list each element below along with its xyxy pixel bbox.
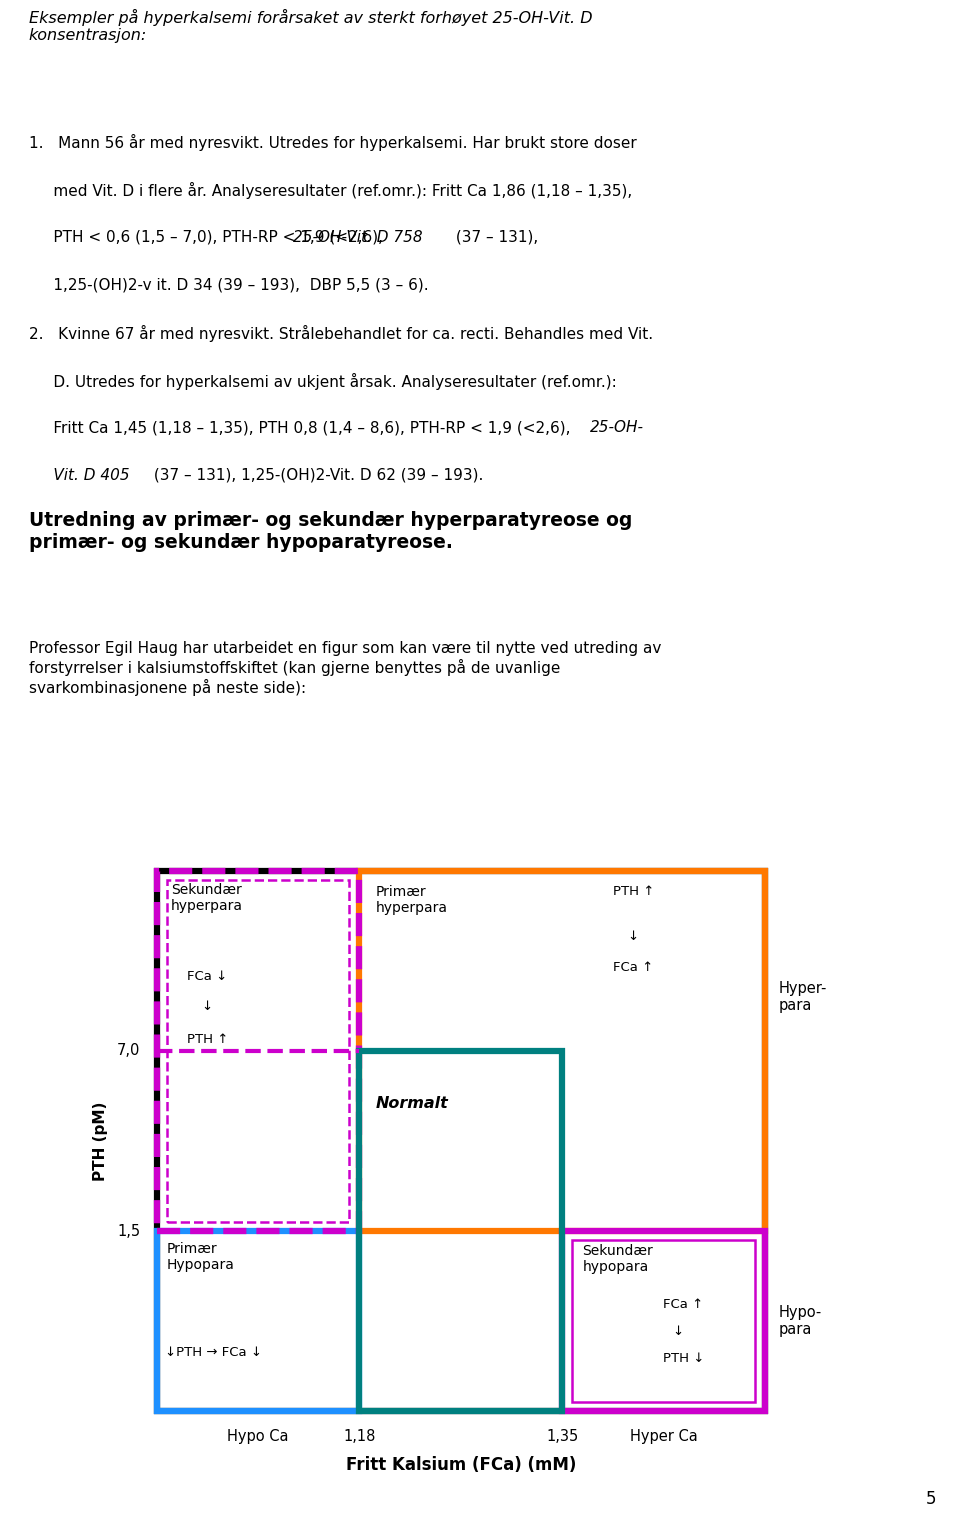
Text: Fritt Ca 1,45 (1,18 – 1,35), PTH 0,8 (1,4 – 8,6), PTH-RP < 1,9 (<2,6),: Fritt Ca 1,45 (1,18 – 1,35), PTH 0,8 (1,… <box>29 420 575 435</box>
Text: Hyper-
para: Hyper- para <box>779 980 828 1012</box>
Text: D. Utredes for hyperkalsemi av ukjent årsak. Analyseresultater (ref.omr.):: D. Utredes for hyperkalsemi av ukjent år… <box>29 372 616 389</box>
Text: PTH ↑: PTH ↑ <box>612 885 654 898</box>
Text: 1,18: 1,18 <box>344 1429 375 1444</box>
Text: 5: 5 <box>925 1490 936 1508</box>
Text: Vit. D 405: Vit. D 405 <box>29 468 130 483</box>
Text: 25-OH-Vit. D 758: 25-OH-Vit. D 758 <box>293 230 422 245</box>
Text: FCa ↑: FCa ↑ <box>663 1298 704 1310</box>
Text: 1,35: 1,35 <box>546 1429 578 1444</box>
Text: FCa ↑: FCa ↑ <box>612 961 653 974</box>
Text: 1,25-(OH)2-v it. D 34 (39 – 193),  DBP 5,5 (3 – 6).: 1,25-(OH)2-v it. D 34 (39 – 193), DBP 5,… <box>29 277 428 292</box>
Text: Hypo Ca: Hypo Ca <box>228 1429 289 1444</box>
Bar <box>167 880 349 1222</box>
Text: Primær
Hypopara: Primær Hypopara <box>167 1242 235 1272</box>
Text: ↓: ↓ <box>628 930 638 942</box>
Text: Primær
hyperpara: Primær hyperpara <box>375 885 447 915</box>
Text: 1,5: 1,5 <box>117 1224 140 1239</box>
Text: ↓PTH → FCa ↓: ↓PTH → FCa ↓ <box>165 1347 262 1359</box>
Bar <box>359 1050 563 1411</box>
Text: Sekundær
hypopara: Sekundær hypopara <box>583 1243 653 1274</box>
Bar <box>156 871 359 1231</box>
Text: Normalt: Normalt <box>375 1096 448 1111</box>
Text: 7,0: 7,0 <box>117 1043 140 1058</box>
Bar <box>572 1240 755 1403</box>
Text: ↓: ↓ <box>672 1325 684 1338</box>
Text: 2.   Kvinne 67 år med nyresvikt. Strålebehandlet for ca. recti. Behandles med Vi: 2. Kvinne 67 år med nyresvikt. Strålebeh… <box>29 325 653 342</box>
Text: PTH (pM): PTH (pM) <box>92 1102 108 1181</box>
Text: ↓: ↓ <box>202 1000 212 1014</box>
Text: Hyper Ca: Hyper Ca <box>630 1429 697 1444</box>
Text: Utredning av primær- og sekundær hyperparatyreose og
primær- og sekundær hypopar: Utredning av primær- og sekundær hyperpa… <box>29 511 633 552</box>
Text: Eksempler på hyperkalsemi forårsaket av sterkt forhøyet 25-OH-Vit. D
konsentrasj: Eksempler på hyperkalsemi forårsaket av … <box>29 9 592 43</box>
Bar <box>156 1231 359 1411</box>
Text: Sekundær
hyperpara: Sekundær hyperpara <box>171 883 243 914</box>
Text: Fritt Kalsium (FCa) (mM): Fritt Kalsium (FCa) (mM) <box>346 1456 576 1474</box>
Text: Professor Egil Haug har utarbeidet en figur som kan være til nytte ved utreding : Professor Egil Haug har utarbeidet en fi… <box>29 641 661 696</box>
Text: (37 – 131), 1,25-(OH)2-Vit. D 62 (39 – 193).: (37 – 131), 1,25-(OH)2-Vit. D 62 (39 – 1… <box>149 468 483 483</box>
Bar <box>359 871 765 1231</box>
Text: PTH < 0,6 (1,5 – 7,0), PTH-RP < 1,9 (<2,6),: PTH < 0,6 (1,5 – 7,0), PTH-RP < 1,9 (<2,… <box>29 230 388 245</box>
Text: (37 – 131),: (37 – 131), <box>451 230 539 245</box>
Text: PTH ↑: PTH ↑ <box>187 1034 228 1046</box>
Text: FCa ↓: FCa ↓ <box>187 970 228 983</box>
Text: 1.   Mann 56 år med nyresvikt. Utredes for hyperkalsemi. Har brukt store doser: 1. Mann 56 år med nyresvikt. Utredes for… <box>29 134 636 152</box>
Bar <box>563 1231 765 1411</box>
Bar <box>156 871 765 1411</box>
Text: 25-OH-: 25-OH- <box>589 420 643 435</box>
Text: Hypo-
para: Hypo- para <box>779 1306 822 1338</box>
Text: PTH ↓: PTH ↓ <box>663 1351 705 1365</box>
Text: med Vit. D i flere år. Analyseresultater (ref.omr.): Fritt Ca 1,86 (1,18 – 1,35): med Vit. D i flere år. Analyseresultater… <box>29 182 632 199</box>
